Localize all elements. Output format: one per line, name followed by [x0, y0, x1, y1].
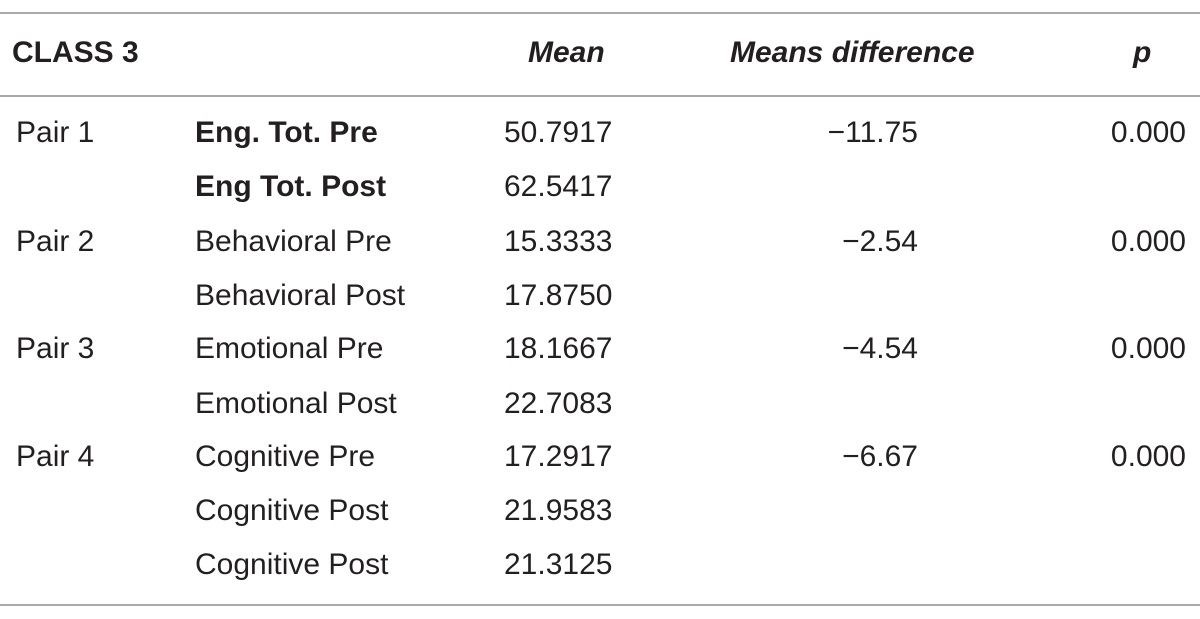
cell-variable: Cognitive Post — [195, 494, 389, 527]
cell-variable: Emotional Post — [195, 387, 397, 420]
cell-means-difference: −4.54 — [842, 332, 918, 365]
table-header-row: CLASS 3 Mean Means difference p — [0, 12, 1200, 95]
cell-pair: Pair 3 — [16, 332, 95, 365]
cell-variable: Eng. Tot. Pre — [195, 116, 378, 149]
cell-variable: Behavioral Pre — [195, 225, 392, 258]
cell-mean: 18.1667 — [504, 332, 613, 365]
table-row: Pair 1 Eng. Tot. Pre 50.7917 −11.75 0.000 — [0, 106, 1200, 160]
cell-pair: Pair 2 — [16, 225, 95, 258]
table-header-rule — [0, 95, 1200, 97]
cell-mean: 21.3125 — [504, 548, 613, 581]
table-bottom-rule — [0, 604, 1200, 606]
header-p: p — [1133, 36, 1152, 69]
cell-mean: 22.7083 — [504, 387, 613, 420]
header-means-difference: Means difference — [730, 36, 975, 69]
cell-p: 0.000 — [1110, 225, 1186, 258]
cell-mean: 21.9583 — [504, 494, 613, 527]
table-row: Eng Tot. Post 62.5417 — [0, 160, 1200, 214]
cell-mean: 17.8750 — [504, 279, 613, 312]
cell-variable: Eng Tot. Post — [195, 170, 387, 203]
cell-variable: Emotional Pre — [195, 332, 384, 365]
cell-mean: 62.5417 — [504, 170, 613, 203]
table-row: Cognitive Post 21.9583 — [0, 484, 1200, 538]
cell-mean: 50.7917 — [504, 116, 613, 149]
table-row: Pair 3 Emotional Pre 18.1667 −4.54 0.000 — [0, 322, 1200, 376]
table-row: Behavioral Post 17.8750 — [0, 269, 1200, 323]
cell-variable: Cognitive Pre — [195, 440, 376, 473]
cell-means-difference: −6.67 — [842, 440, 918, 473]
table-top-rule — [0, 12, 1200, 14]
header-mean: Mean — [528, 36, 605, 69]
header-class: CLASS 3 — [12, 36, 139, 69]
table-row: Cognitive Post 21.3125 — [0, 538, 1200, 592]
cell-p: 0.000 — [1110, 116, 1186, 149]
cell-p: 0.000 — [1110, 332, 1186, 365]
cell-means-difference: −2.54 — [842, 225, 918, 258]
cell-pair: Pair 1 — [16, 116, 95, 149]
cell-variable: Cognitive Post — [195, 548, 389, 581]
cell-pair: Pair 4 — [16, 440, 95, 473]
table-row: Pair 4 Cognitive Pre 17.2917 −6.67 0.000 — [0, 430, 1200, 484]
table-row: Emotional Post 22.7083 — [0, 377, 1200, 431]
cell-mean: 15.3333 — [504, 225, 613, 258]
cell-variable: Behavioral Post — [195, 279, 406, 312]
cell-p: 0.000 — [1110, 440, 1186, 473]
cell-means-difference: −11.75 — [827, 116, 918, 149]
cell-mean: 17.2917 — [504, 440, 613, 473]
table-row: Pair 2 Behavioral Pre 15.3333 −2.54 0.000 — [0, 215, 1200, 269]
